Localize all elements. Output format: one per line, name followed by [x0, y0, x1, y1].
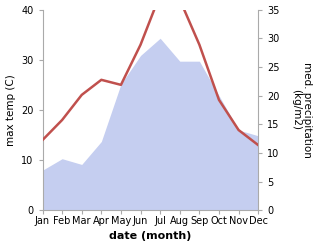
Y-axis label: max temp (C): max temp (C): [5, 74, 16, 146]
X-axis label: date (month): date (month): [109, 231, 191, 242]
Y-axis label: med. precipitation
(kg/m2): med. precipitation (kg/m2): [291, 62, 313, 158]
